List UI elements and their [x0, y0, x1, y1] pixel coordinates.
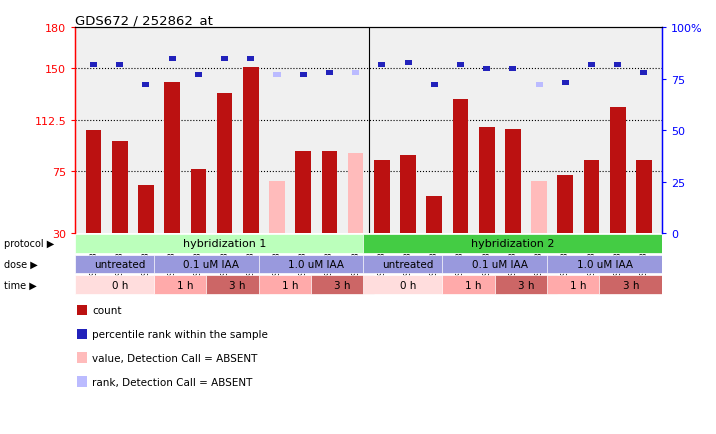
Bar [505, 129, 521, 233]
FancyBboxPatch shape [364, 255, 453, 273]
Bar [247, 56, 254, 62]
FancyBboxPatch shape [75, 276, 164, 294]
Text: 1.0 uM IAA: 1.0 uM IAA [289, 260, 344, 270]
Text: 0 h: 0 h [112, 280, 128, 290]
Bar [274, 73, 281, 78]
Text: dose ▶: dose ▶ [4, 260, 37, 270]
Bar [195, 73, 202, 78]
Bar [457, 62, 464, 68]
Bar [636, 161, 652, 233]
Bar [190, 169, 206, 233]
Bar [217, 94, 233, 233]
Bar [374, 161, 390, 233]
FancyBboxPatch shape [154, 255, 269, 273]
FancyBboxPatch shape [154, 276, 217, 294]
Bar [352, 71, 359, 76]
Bar [112, 142, 127, 233]
Text: 3 h: 3 h [623, 280, 639, 290]
Text: rank, Detection Call = ABSENT: rank, Detection Call = ABSENT [92, 377, 253, 387]
Bar [453, 99, 468, 233]
Bar [300, 73, 306, 78]
FancyBboxPatch shape [364, 276, 453, 294]
Text: 1.0 uM IAA: 1.0 uM IAA [576, 260, 633, 270]
Bar [640, 71, 647, 76]
Bar [164, 83, 180, 233]
Bar [584, 161, 599, 233]
Bar [90, 62, 97, 68]
Bar [269, 181, 285, 233]
Bar [614, 62, 621, 68]
Text: protocol ▶: protocol ▶ [4, 239, 54, 249]
Text: GDS672 / 252862_at: GDS672 / 252862_at [75, 14, 213, 27]
Bar [243, 68, 258, 233]
Text: count: count [92, 306, 122, 315]
Text: 1 h: 1 h [282, 280, 299, 290]
Text: 0 h: 0 h [400, 280, 416, 290]
Bar [348, 154, 364, 233]
Text: 3 h: 3 h [229, 280, 246, 290]
Text: percentile rank within the sample: percentile rank within the sample [92, 329, 268, 339]
FancyBboxPatch shape [258, 276, 321, 294]
Text: untreated: untreated [94, 260, 145, 270]
Text: 3 h: 3 h [518, 280, 534, 290]
Bar [479, 128, 495, 233]
Bar [138, 186, 154, 233]
Text: 1 h: 1 h [570, 280, 586, 290]
FancyBboxPatch shape [364, 234, 662, 253]
Bar [431, 83, 437, 88]
Bar [509, 67, 516, 72]
FancyBboxPatch shape [599, 276, 662, 294]
Bar [427, 197, 442, 233]
FancyBboxPatch shape [311, 276, 374, 294]
Bar [588, 62, 595, 68]
Bar [558, 176, 574, 233]
Bar [536, 83, 543, 88]
Text: 0.1 uM IAA: 0.1 uM IAA [472, 260, 528, 270]
FancyBboxPatch shape [442, 255, 558, 273]
Bar [378, 62, 385, 68]
FancyBboxPatch shape [547, 255, 662, 273]
Bar [142, 83, 150, 88]
Text: value, Detection Call = ABSENT: value, Detection Call = ABSENT [92, 353, 258, 363]
FancyBboxPatch shape [258, 255, 374, 273]
Text: time ▶: time ▶ [4, 280, 37, 290]
Bar [483, 67, 490, 72]
Bar [321, 151, 337, 233]
Text: 1 h: 1 h [465, 280, 482, 290]
Text: 3 h: 3 h [334, 280, 351, 290]
Bar [531, 181, 547, 233]
Bar [116, 62, 123, 68]
Text: untreated: untreated [382, 260, 434, 270]
FancyBboxPatch shape [75, 234, 374, 253]
FancyBboxPatch shape [206, 276, 269, 294]
Text: hybridization 2: hybridization 2 [471, 239, 555, 249]
Text: 1 h: 1 h [177, 280, 193, 290]
Text: 0.1 uM IAA: 0.1 uM IAA [183, 260, 239, 270]
Bar [86, 131, 102, 233]
FancyBboxPatch shape [495, 276, 558, 294]
FancyBboxPatch shape [442, 276, 505, 294]
Bar [400, 155, 416, 233]
Bar [296, 151, 311, 233]
Text: hybridization 1: hybridization 1 [183, 239, 266, 249]
Bar [326, 71, 333, 76]
Bar [405, 61, 412, 66]
FancyBboxPatch shape [547, 276, 610, 294]
Bar [221, 56, 228, 62]
Bar [562, 81, 569, 86]
Bar [169, 56, 175, 62]
Bar [610, 108, 626, 233]
FancyBboxPatch shape [75, 255, 164, 273]
